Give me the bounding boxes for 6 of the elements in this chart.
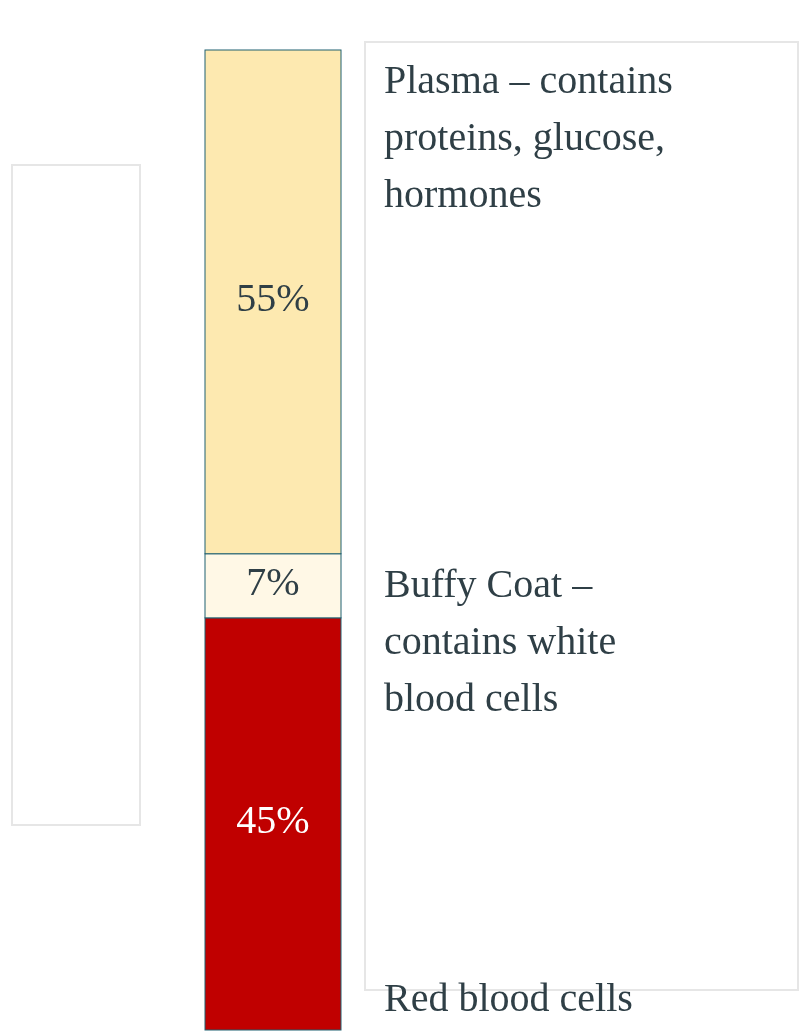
series-label: Red blood cells <box>384 975 633 1021</box>
series-label: Buffy Coat – contains white blood cells <box>384 560 617 720</box>
data-label: 45% <box>236 797 310 843</box>
data-label: 7% <box>246 558 300 604</box>
series-label: Plasma – contains proteins, glucose, hormones <box>384 57 673 217</box>
data-label: 55% <box>236 275 310 321</box>
